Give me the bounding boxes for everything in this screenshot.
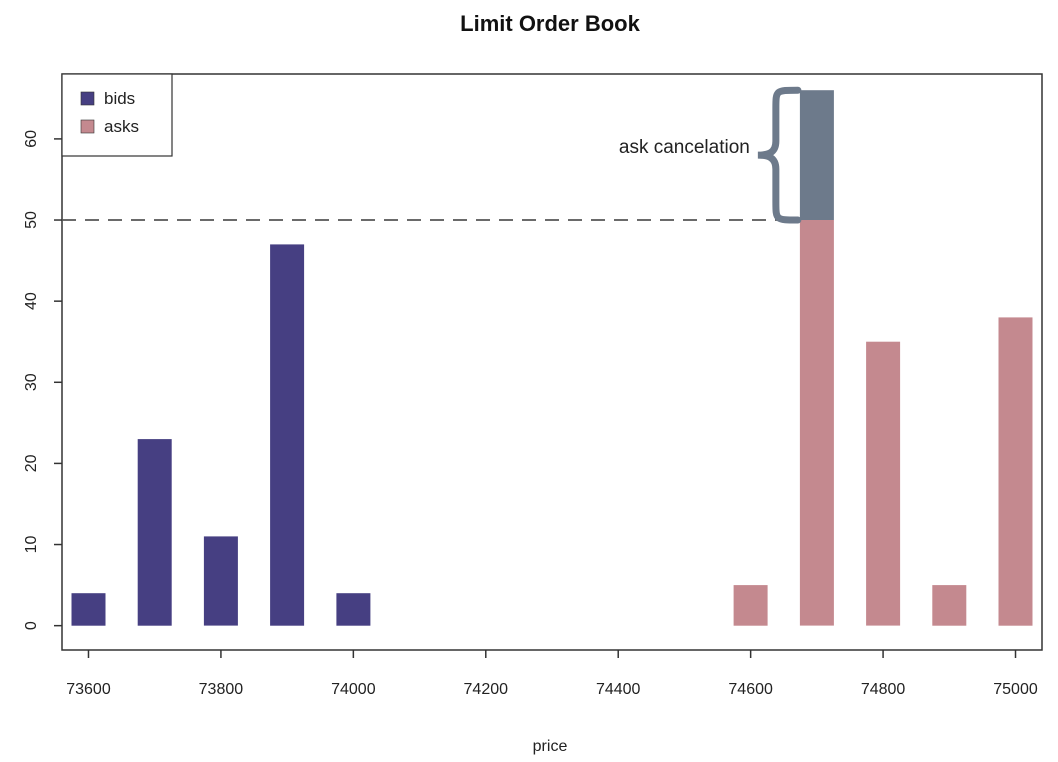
- bids-bar-73700: [137, 439, 172, 626]
- asks-bar-75000: [998, 317, 1033, 626]
- y-tick-label-50: 50: [23, 211, 40, 229]
- asks-bar-74600: [733, 585, 768, 626]
- bids-bar-73800: [203, 536, 238, 626]
- y-tick-label-10: 10: [23, 536, 40, 554]
- bids-bar-73600: [71, 593, 106, 626]
- bids-bar-73900: [270, 244, 305, 626]
- x-tick-label-74400: 74400: [596, 681, 641, 698]
- asks-bar-74900: [932, 585, 967, 626]
- x-tick-label-75000: 75000: [993, 681, 1038, 698]
- ask-cancelation-bar: [799, 90, 834, 220]
- annotation-ask-cancelation: ask cancelation: [619, 137, 750, 158]
- legend-swatch-asks: [80, 119, 95, 134]
- y-tick-label-20: 20: [23, 454, 40, 472]
- y-tick-label-40: 40: [23, 292, 40, 310]
- curly-brace-icon: [757, 86, 802, 224]
- bids-bar-74000: [336, 593, 371, 626]
- x-tick-label-74000: 74000: [331, 681, 376, 698]
- x-tick-label-73600: 73600: [66, 681, 111, 698]
- y-tick-label-60: 60: [23, 130, 40, 148]
- x-axis: 73600 73800 74000 74200 74400 74600 74800 75000: [66, 650, 1038, 698]
- x-tick-label-74200: 74200: [464, 681, 509, 698]
- legend-label-bids: bids: [104, 89, 135, 108]
- plot-frame: [61, 73, 1043, 651]
- asks-bar-74800: [866, 341, 901, 626]
- y-tick-label-30: 30: [23, 373, 40, 391]
- legend-box: [61, 73, 173, 157]
- y-tick-label-0: 0: [23, 621, 40, 630]
- cancelation-annotation: ask cancelation: [619, 86, 802, 224]
- legend-label-asks: asks: [104, 117, 139, 136]
- legend-swatch-bids: [80, 91, 95, 106]
- chart-title: Limit Order Book: [460, 11, 640, 36]
- bars-layer: [71, 90, 1033, 626]
- x-tick-label-74600: 74600: [728, 681, 773, 698]
- y-axis: 0 10 20 30 40 50 60: [23, 130, 62, 630]
- x-axis-label: price: [533, 738, 568, 755]
- legend: bids asks: [61, 73, 173, 157]
- x-tick-label-73800: 73800: [199, 681, 244, 698]
- x-tick-label-74800: 74800: [861, 681, 906, 698]
- asks-bar-74700: [799, 220, 834, 626]
